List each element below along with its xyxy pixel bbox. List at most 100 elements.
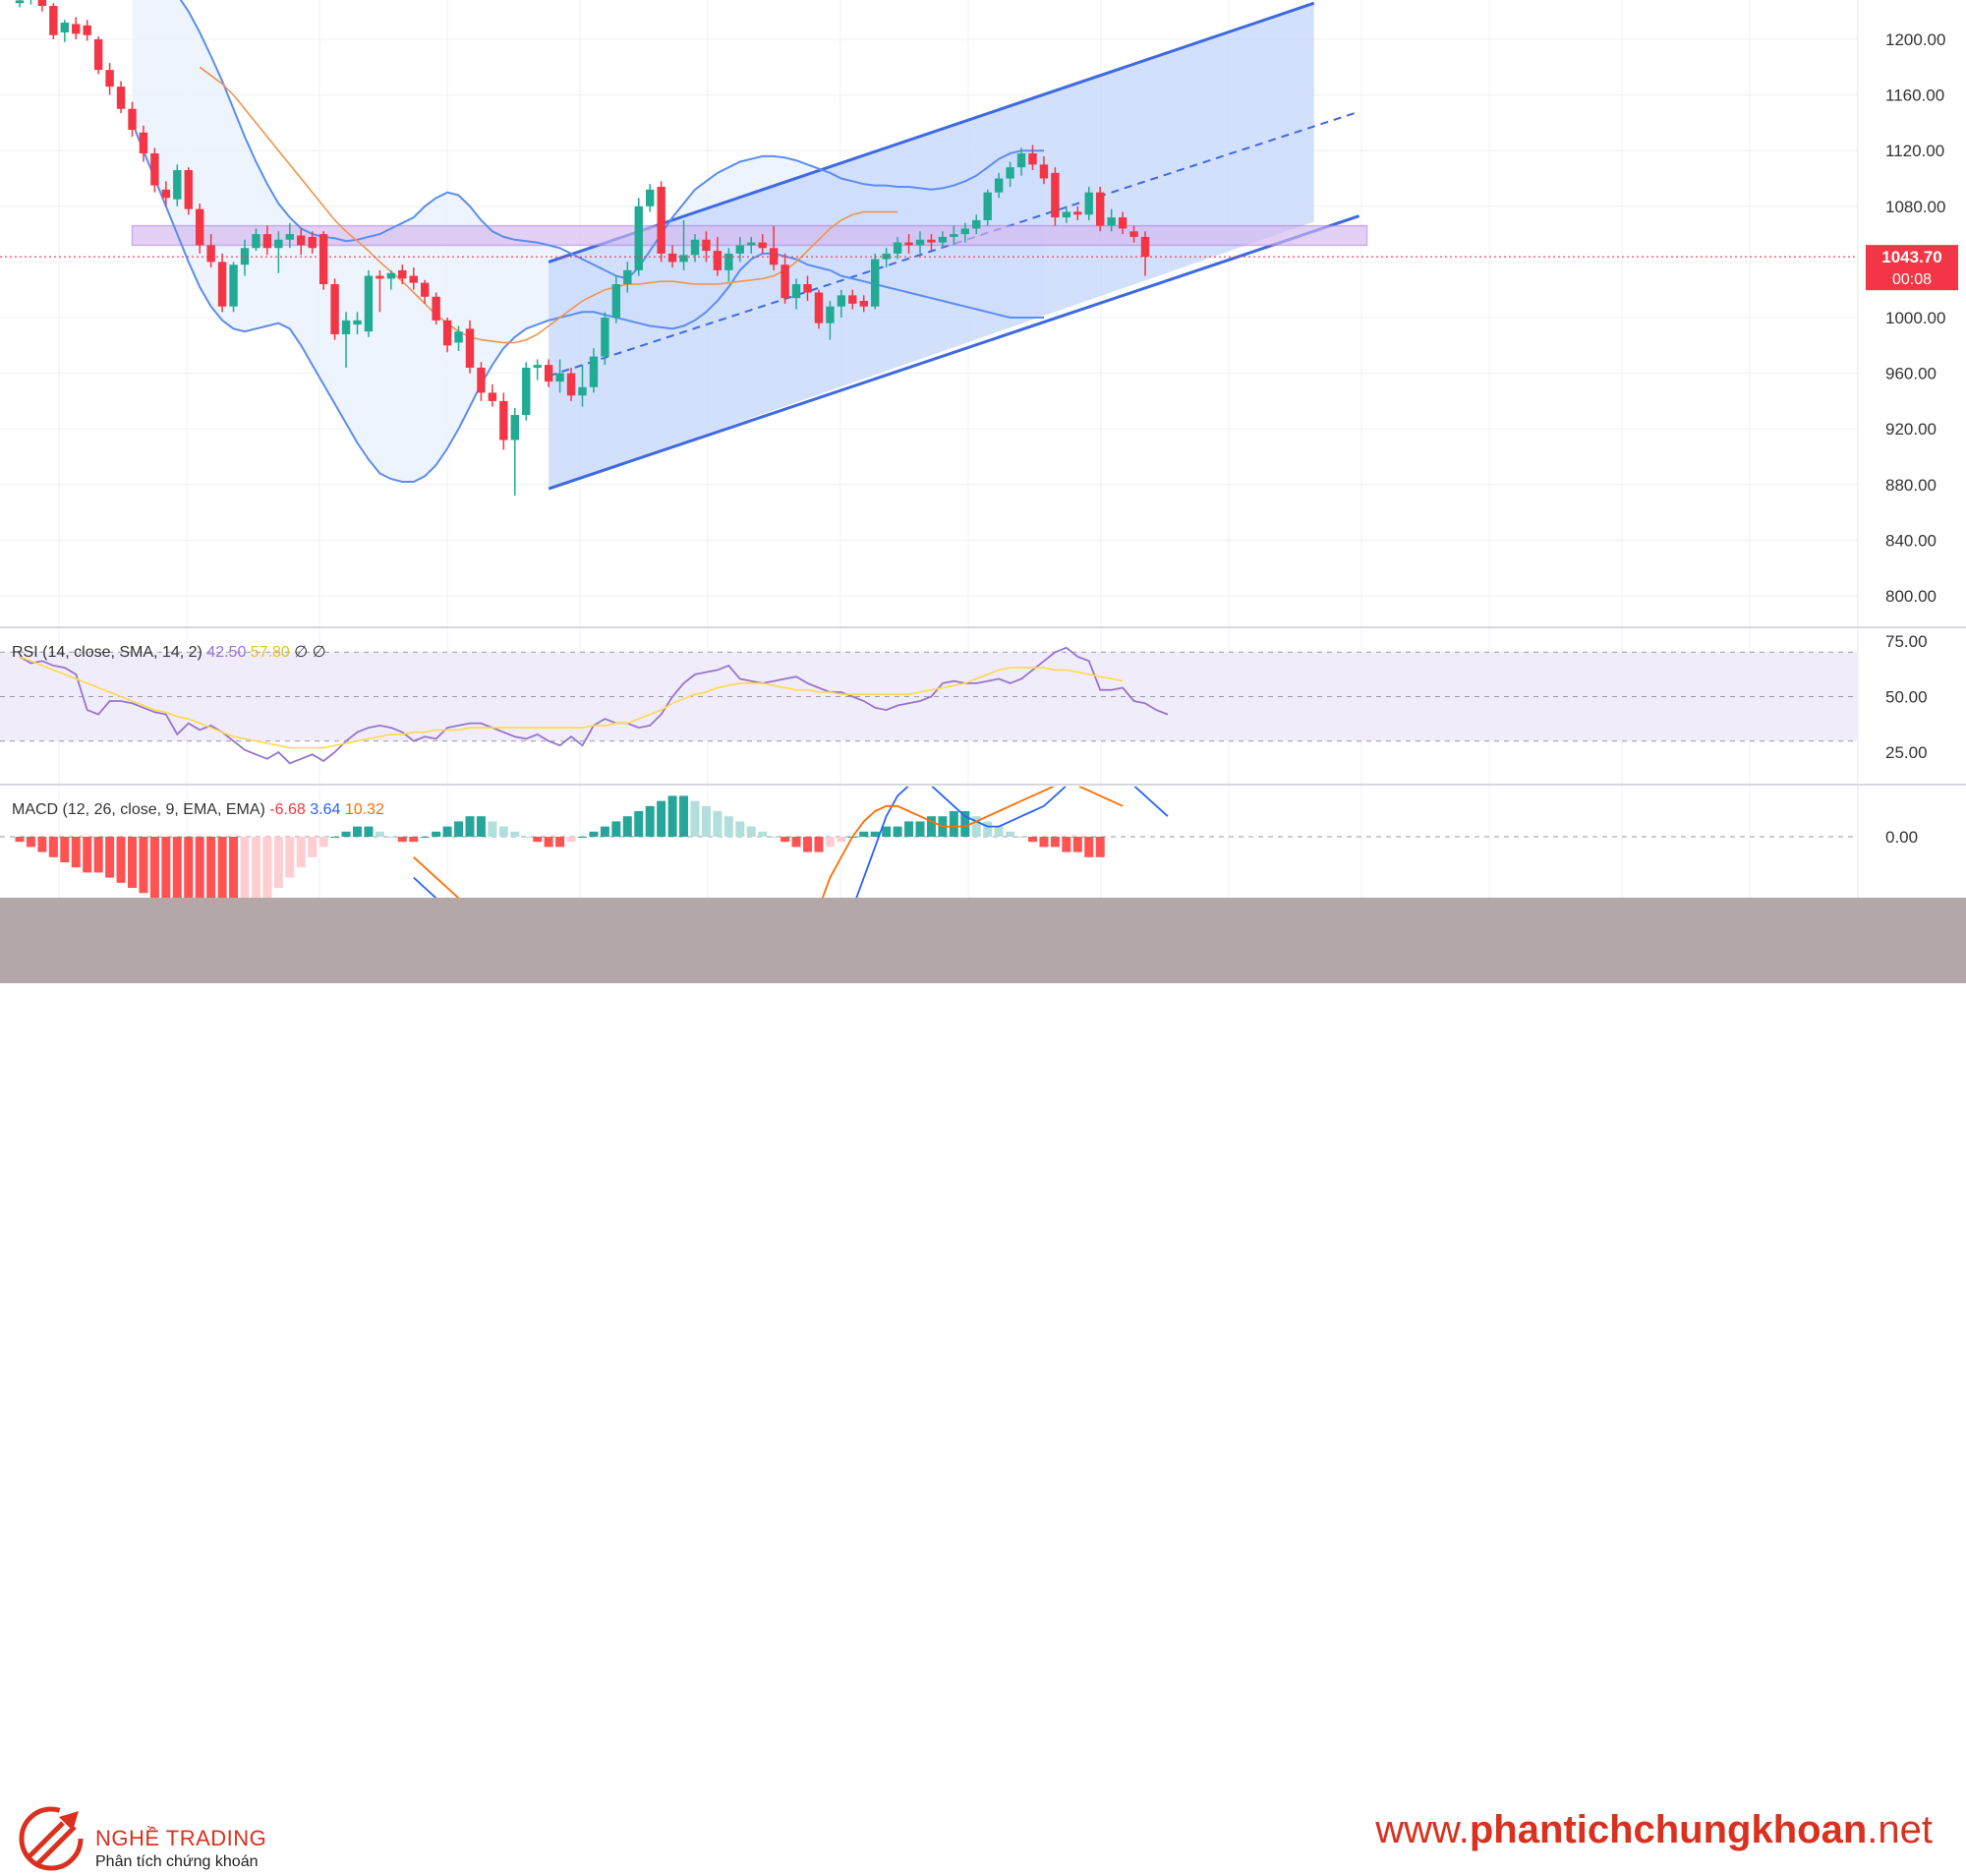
- candle[interactable]: [950, 225, 958, 246]
- candle[interactable]: [139, 125, 148, 162]
- candle[interactable]: [1028, 145, 1037, 171]
- candle[interactable]: [341, 312, 351, 368]
- rsi-panel[interactable]: RSI (14, close, SMA, 14, 2) 42.50 57.80 …: [0, 644, 1858, 765]
- candle[interactable]: [758, 234, 767, 254]
- candle[interactable]: [285, 222, 294, 249]
- candle[interactable]: [960, 222, 969, 243]
- macd-legend[interactable]: MACD (12, 26, close, 9, EMA, EMA) -6.68 …: [12, 801, 384, 818]
- candle[interactable]: [173, 164, 182, 206]
- candle[interactable]: [1016, 147, 1026, 176]
- candle[interactable]: [72, 17, 81, 39]
- candle[interactable]: [566, 367, 576, 401]
- candle[interactable]: [1140, 231, 1150, 276]
- candle[interactable]: [488, 383, 497, 407]
- candle[interactable]: [454, 325, 463, 351]
- candle[interactable]: [826, 301, 835, 340]
- candle[interactable]: [1107, 208, 1116, 232]
- candle[interactable]: [814, 289, 824, 329]
- chart-canvas[interactable]: RSI (14, close, SMA, 14, 2) 42.50 57.80 …: [0, 0, 1966, 983]
- candle[interactable]: [93, 36, 103, 75]
- candle[interactable]: [398, 264, 407, 285]
- candle[interactable]: [848, 289, 857, 310]
- candle[interactable]: [611, 275, 621, 323]
- candle[interactable]: [252, 228, 260, 252]
- candle[interactable]: [679, 219, 688, 270]
- candle[interactable]: [1039, 155, 1049, 185]
- candle[interactable]: [1129, 225, 1138, 243]
- candle[interactable]: [60, 20, 69, 42]
- candle[interactable]: [837, 289, 846, 318]
- rsi-legend[interactable]: RSI (14, close, SMA, 14, 2) 42.50 57.80 …: [12, 644, 326, 661]
- candle[interactable]: [364, 269, 374, 337]
- candle[interactable]: [196, 203, 204, 254]
- candle[interactable]: [904, 234, 913, 254]
- candle[interactable]: [353, 312, 362, 334]
- channel-lower-line[interactable]: [548, 214, 1360, 491]
- candle[interactable]: [499, 392, 508, 450]
- candle[interactable]: [510, 407, 519, 497]
- candle[interactable]: [262, 225, 272, 256]
- candle[interactable]: [376, 269, 384, 313]
- candle[interactable]: [747, 236, 756, 254]
- candle[interactable]: [803, 275, 812, 302]
- candle[interactable]: [150, 147, 159, 193]
- candle[interactable]: [432, 292, 440, 325]
- candle[interactable]: [769, 225, 779, 270]
- candle[interactable]: [297, 228, 306, 256]
- candle[interactable]: [646, 184, 655, 212]
- candle[interactable]: [49, 3, 58, 39]
- candle[interactable]: [229, 262, 238, 313]
- candle[interactable]: [83, 20, 91, 41]
- candle[interactable]: [116, 81, 126, 113]
- candle[interactable]: [1006, 161, 1014, 187]
- candle[interactable]: [871, 253, 880, 310]
- candle[interactable]: [938, 231, 948, 249]
- candle[interactable]: [927, 234, 936, 252]
- candle[interactable]: [893, 236, 902, 260]
- candle[interactable]: [634, 198, 643, 276]
- macd-panel[interactable]: MACD (12, 26, close, 9, EMA, EMA) -6.68 …: [0, 765, 1858, 983]
- price-axis[interactable]: 1200.001160.001120.001080.001040.001000.…: [1866, 30, 1958, 847]
- candle[interactable]: [589, 348, 599, 393]
- candle[interactable]: [240, 239, 250, 276]
- candle[interactable]: [735, 236, 744, 263]
- candle[interactable]: [859, 295, 868, 313]
- candle[interactable]: [1073, 205, 1082, 220]
- candle[interactable]: [318, 231, 328, 290]
- candle[interactable]: [1118, 211, 1128, 235]
- website-url[interactable]: www.phantichchungkhoan.net: [1375, 1808, 1933, 1852]
- candle[interactable]: [161, 181, 171, 206]
- candle[interactable]: [217, 253, 227, 313]
- channel-upper-line[interactable]: [548, 1, 1315, 264]
- candle[interactable]: [409, 267, 418, 290]
- candle[interactable]: [667, 245, 677, 268]
- candle[interactable]: [1096, 186, 1105, 232]
- candle[interactable]: [533, 359, 542, 381]
- candle[interactable]: [274, 231, 283, 273]
- candle[interactable]: [657, 181, 665, 263]
- candle[interactable]: [578, 365, 587, 407]
- candle[interactable]: [555, 359, 564, 393]
- candle[interactable]: [27, 0, 34, 5]
- candle[interactable]: [308, 231, 317, 254]
- price-panel[interactable]: [0, 0, 1858, 497]
- candle[interactable]: [184, 167, 193, 215]
- candle[interactable]: [465, 320, 475, 374]
- candle[interactable]: [1062, 205, 1071, 223]
- candle[interactable]: [15, 0, 25, 8]
- candle[interactable]: [713, 236, 723, 276]
- candle[interactable]: [522, 362, 531, 421]
- candle[interactable]: [972, 214, 981, 235]
- candle[interactable]: [477, 362, 486, 401]
- candle[interactable]: [206, 234, 215, 268]
- candle[interactable]: [915, 231, 925, 254]
- candle[interactable]: [1084, 186, 1093, 220]
- candle[interactable]: [386, 269, 396, 290]
- candle[interactable]: [601, 312, 609, 366]
- candle[interactable]: [1051, 167, 1060, 226]
- candle[interactable]: [791, 278, 801, 310]
- candle[interactable]: [330, 278, 339, 340]
- candle[interactable]: [37, 0, 47, 12]
- candle[interactable]: [421, 279, 430, 304]
- candle[interactable]: [128, 101, 137, 138]
